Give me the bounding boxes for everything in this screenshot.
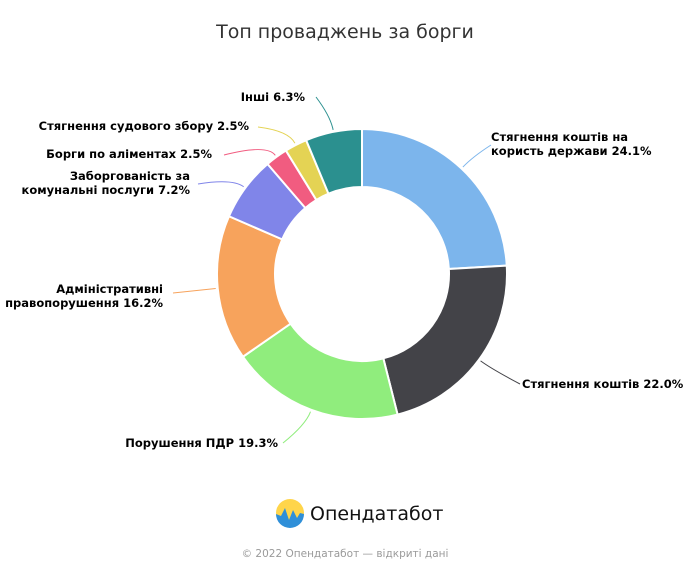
slice-label-3: Адміністративні правопорушення 16.2% (5, 282, 163, 310)
slice-label-6: Стягнення судового збору 2.5% (39, 119, 250, 133)
slice-label-line: Порушення ПДР 19.3% (125, 436, 278, 450)
slice-label-line: Стягнення судового збору 2.5% (39, 119, 250, 133)
slice-label-line: комунальні послуги 7.2% (22, 183, 191, 197)
sun-over-waves-logo (276, 499, 304, 528)
slice-connector-1 (480, 360, 521, 385)
slice-label-line: Інші 6.3% (241, 90, 306, 104)
slice-label-4: Заборгованість за комунальні послуги 7.2% (22, 169, 191, 197)
footer-copyright: © 2022 Опендатабот — відкриті дані (242, 548, 449, 560)
chart-title: Топ проваджень за борги (215, 21, 474, 43)
slice-label-line: Борги по аліментах 2.5% (46, 147, 212, 161)
slice-label-7: Інші 6.3% (241, 90, 306, 104)
slice-connector-2 (282, 411, 311, 444)
slice-label-2: Порушення ПДР 19.3% (125, 436, 278, 450)
pie-slice-0[interactable] (361, 127, 508, 271)
slice-connector-6 (257, 126, 296, 144)
slice-label-line: користь держави 24.1% (491, 144, 652, 158)
slice-connector-3 (172, 288, 216, 294)
slice-label-line: Стягнення коштів на (491, 130, 628, 144)
slice-label-line: Адміністративні (56, 282, 163, 296)
slice-label-line: Стягнення коштів 22.0% (522, 377, 684, 391)
slice-connector-5 (223, 149, 276, 156)
logo-wave (276, 508, 304, 528)
slice-label-5: Борги по аліментах 2.5% (46, 147, 212, 161)
slice-connector-4 (197, 181, 244, 188)
slice-label-0: Стягнення коштів на користь держави 24.1% (491, 130, 652, 158)
slice-label-line: правопорушення 16.2% (5, 296, 163, 310)
slice-label-line: Заборгованість за (70, 169, 190, 183)
brand-name: Опендатабот (310, 503, 443, 525)
connectors-group (172, 96, 521, 444)
slice-label-1: Стягнення коштів 22.0% (522, 377, 684, 391)
labels-group: Стягнення коштів на користь держави 24.1%… (5, 90, 684, 450)
slice-connector-7 (315, 96, 334, 130)
pie-slice-1[interactable] (382, 264, 508, 416)
slices-group (216, 127, 508, 420)
pie-slice-7[interactable] (304, 127, 363, 196)
slice-connector-0 (462, 144, 492, 168)
brand-logo: Опендатабот (276, 499, 443, 528)
